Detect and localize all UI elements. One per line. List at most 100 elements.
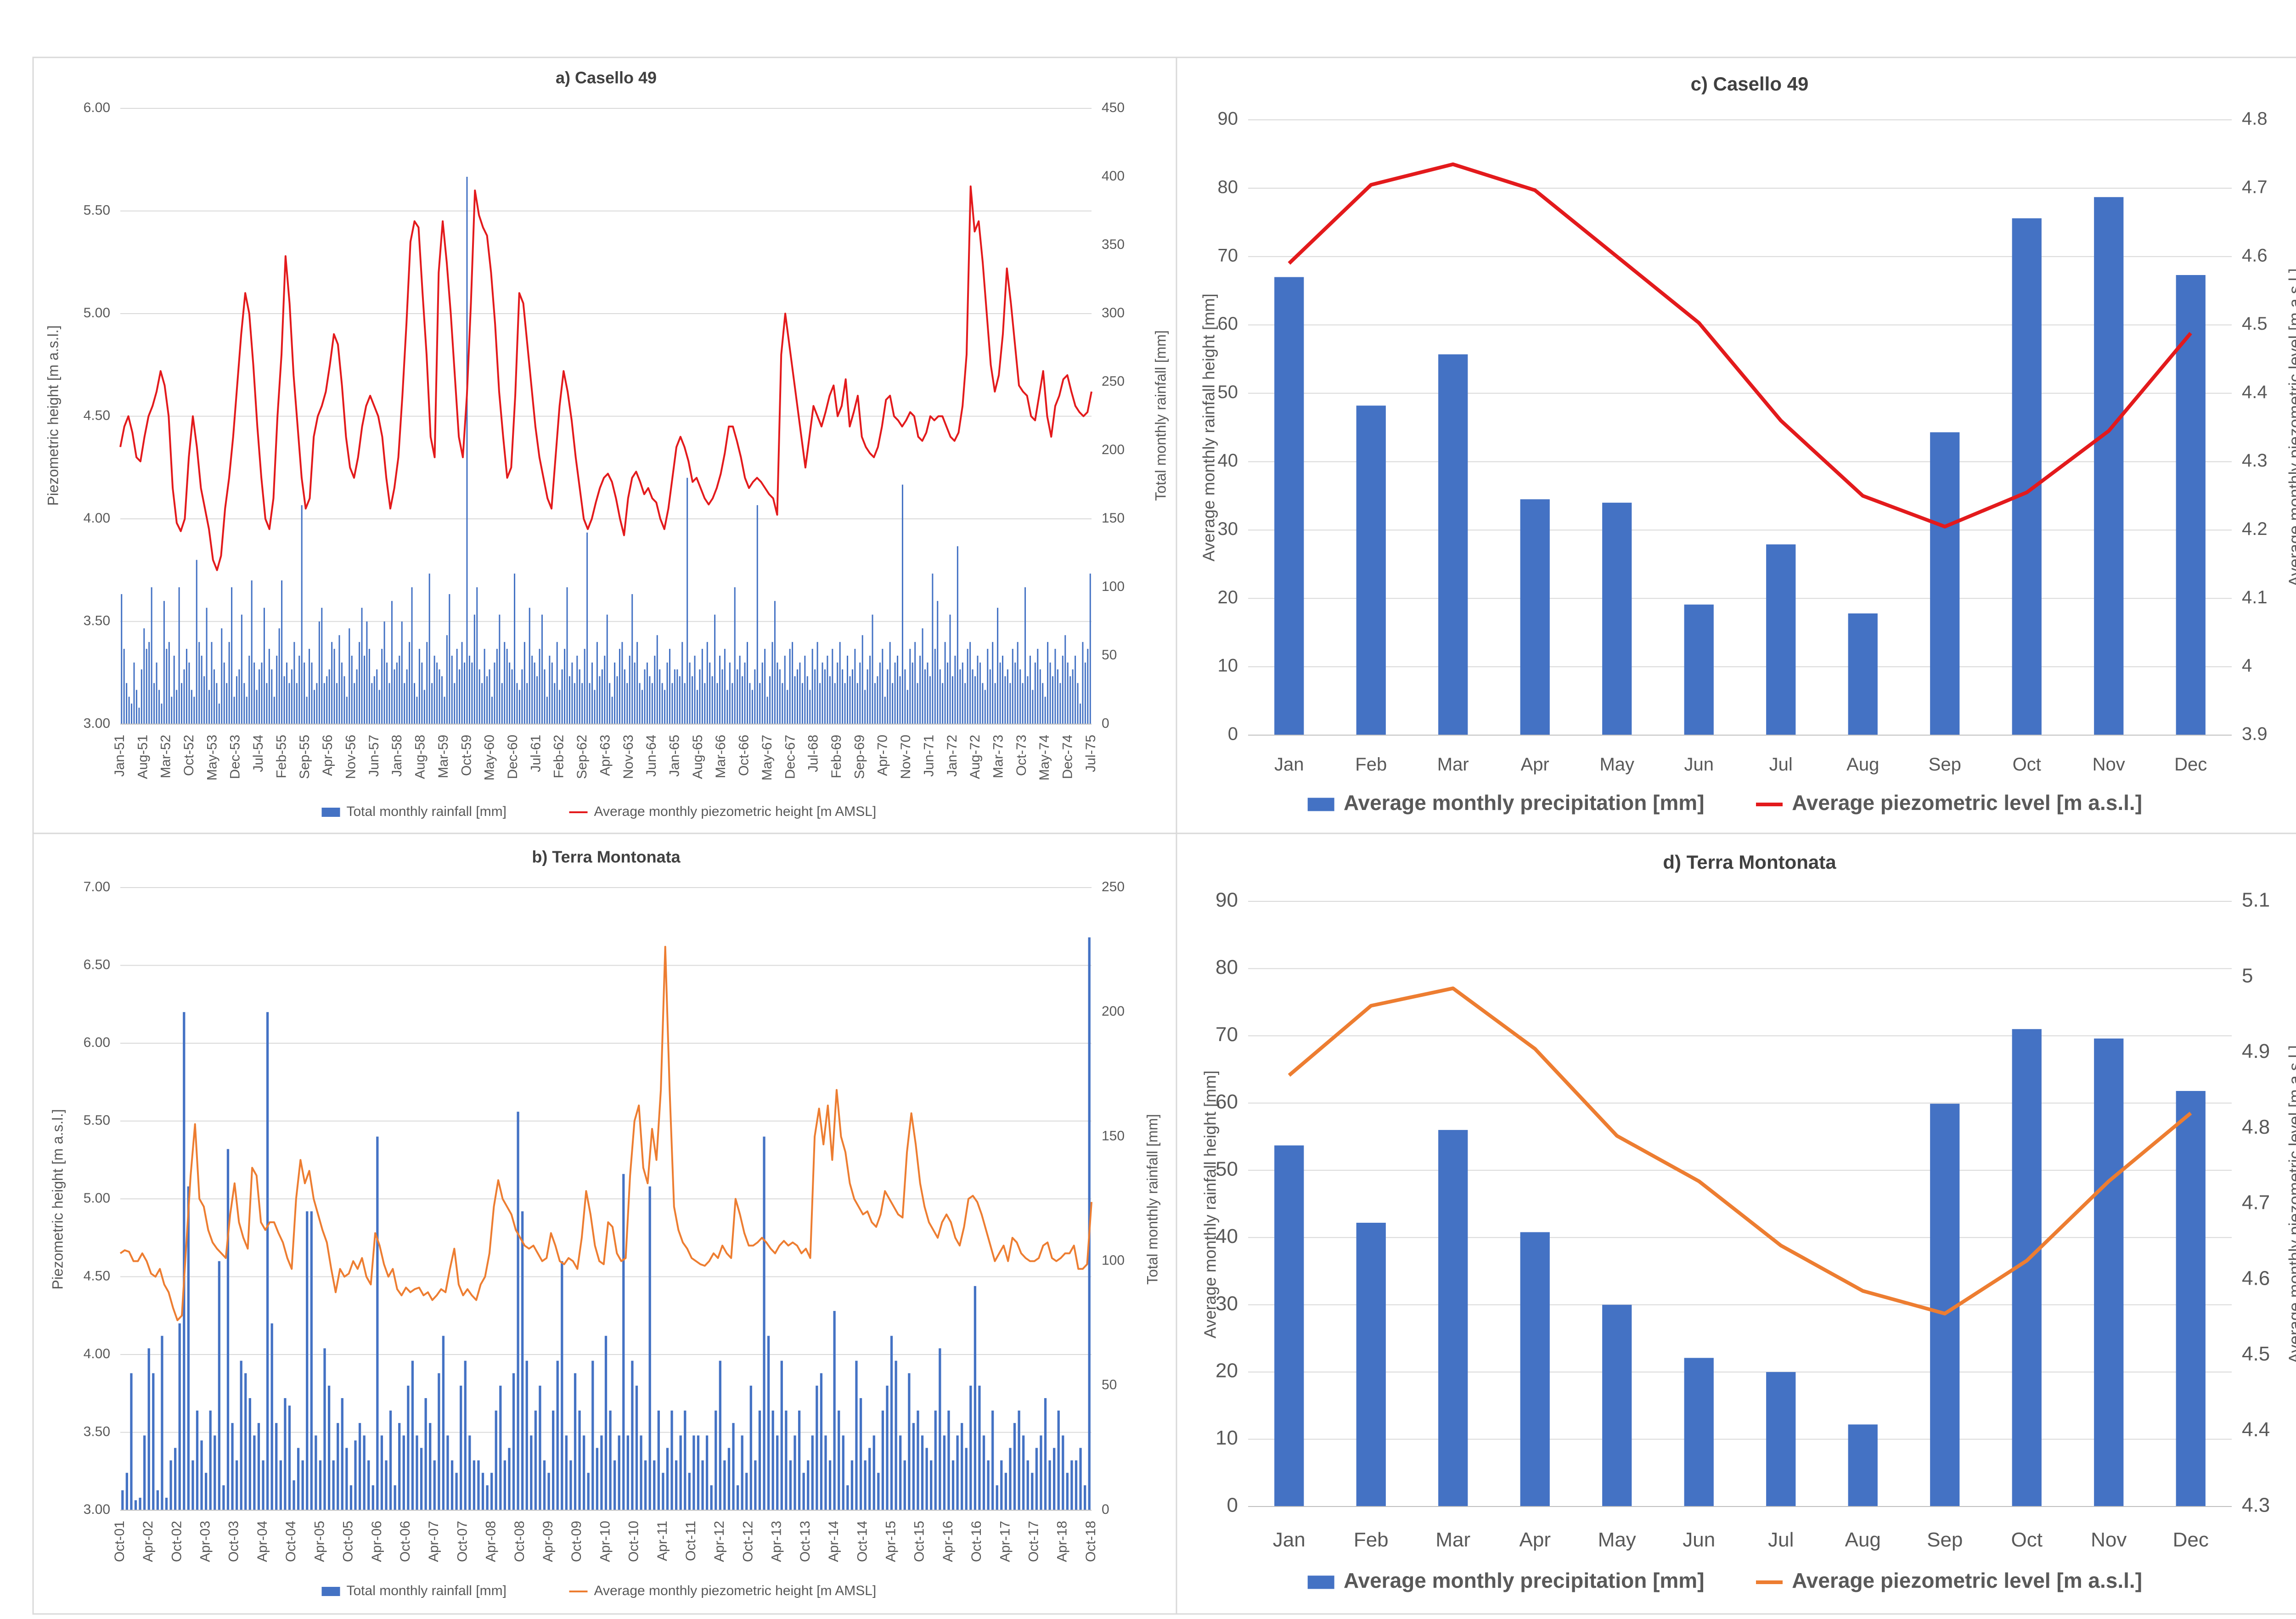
rainfall-bar bbox=[626, 1435, 629, 1510]
rainfall-bar bbox=[321, 607, 323, 724]
rainfall-bar bbox=[1066, 1473, 1069, 1510]
rainfall-bar bbox=[839, 642, 841, 724]
y-tick-label: 80 bbox=[1218, 177, 1238, 197]
rainfall-bar bbox=[521, 669, 523, 724]
rainfall-bar bbox=[726, 690, 728, 724]
y2-tick-label: 4.2 bbox=[2242, 519, 2268, 539]
rainfall-bar bbox=[934, 1411, 937, 1510]
rainfall-bar bbox=[927, 662, 929, 724]
rainfall-bar bbox=[293, 642, 295, 724]
rainfall-bar bbox=[1072, 669, 1074, 724]
rainfall-bar bbox=[867, 669, 868, 724]
y-tick-label: 50 bbox=[1216, 1158, 1238, 1180]
rainfall-bar bbox=[539, 649, 540, 724]
rainfall-bar bbox=[394, 1485, 396, 1510]
rainfall-bar bbox=[1034, 662, 1036, 724]
rainfall-bar bbox=[241, 614, 242, 724]
rainfall-bar bbox=[792, 642, 793, 724]
rainfall-bar bbox=[982, 683, 984, 724]
x-tick-label: Oct-01 bbox=[112, 1521, 127, 1562]
rainfall-bar bbox=[128, 697, 130, 724]
rainfall-bar bbox=[957, 546, 958, 724]
rainfall-bar bbox=[589, 683, 591, 724]
rainfall-bar bbox=[789, 1460, 792, 1510]
rainfall-bar bbox=[501, 683, 503, 724]
rainfall-bar bbox=[785, 1411, 788, 1510]
rainfall-bar bbox=[398, 1423, 401, 1510]
rainfall-bar bbox=[583, 1435, 585, 1510]
rainfall-bar bbox=[737, 669, 738, 724]
rainfall-bar bbox=[854, 649, 856, 724]
rainfall-bar bbox=[313, 690, 315, 724]
rainfall-bar bbox=[376, 669, 378, 724]
rainfall-bar bbox=[904, 669, 906, 724]
rainfall-bar bbox=[326, 676, 328, 724]
x-tick-label: Dec bbox=[2174, 754, 2207, 775]
rainfall-bar bbox=[611, 697, 613, 724]
rainfall-bar bbox=[723, 1460, 726, 1510]
rainfall-bar bbox=[222, 1485, 225, 1510]
rainfall-bar bbox=[460, 1385, 462, 1510]
x-tick-label: Jan bbox=[1273, 1529, 1306, 1551]
rainfall-bar bbox=[872, 614, 873, 724]
legend-line-label: Average piezometric level [m a.s.l.] bbox=[1792, 791, 2142, 815]
rainfall-bar bbox=[451, 656, 453, 724]
rainfall-bar bbox=[356, 669, 358, 724]
y-axis-label: Average monthly rainfall height [mm] bbox=[1199, 293, 1218, 562]
y-tick-label: 80 bbox=[1216, 956, 1238, 978]
x-tick-label: Oct-59 bbox=[459, 735, 474, 776]
rainfall-bar bbox=[248, 1398, 251, 1510]
rainfall-bar bbox=[999, 662, 1001, 724]
x-tick-label: Jul-75 bbox=[1083, 735, 1098, 772]
y-tick-label: 5.00 bbox=[84, 305, 110, 320]
rainfall-bar bbox=[266, 1012, 269, 1510]
y2-tick-label: 4.7 bbox=[2242, 1192, 2270, 1214]
rainfall-bar bbox=[402, 1435, 405, 1510]
rainfall-bar bbox=[566, 587, 568, 724]
rainfall-bar bbox=[438, 1373, 440, 1510]
x-tick-label: Jun bbox=[1684, 754, 1714, 775]
rainfall-bar bbox=[262, 1460, 264, 1510]
rainfall-bar bbox=[635, 1385, 638, 1510]
rainfall-bar bbox=[301, 505, 303, 724]
rainfall-bar bbox=[914, 642, 916, 724]
rainfall-bar bbox=[681, 642, 683, 724]
x-tick-label: Mar-73 bbox=[990, 735, 1006, 778]
rainfall-bar bbox=[828, 1460, 832, 1510]
rainfall-bar bbox=[411, 1360, 414, 1510]
rainfall-bar bbox=[1062, 1435, 1064, 1510]
rainfall-bar bbox=[161, 1336, 163, 1510]
rainfall-bar bbox=[651, 683, 653, 724]
rainfall-bar bbox=[276, 656, 278, 724]
rainfall-bar bbox=[789, 649, 791, 724]
y-axis-label: Piezometric height [m a.s.l.] bbox=[45, 325, 61, 506]
rainfall-bar bbox=[380, 1435, 383, 1510]
legend-bar-swatch bbox=[321, 808, 340, 817]
rainfall-bar bbox=[884, 697, 886, 724]
rainfall-bar bbox=[869, 656, 871, 724]
precip-bar bbox=[2176, 1091, 2206, 1507]
y-tick-label: 5.00 bbox=[84, 1191, 110, 1206]
rainfall-bar bbox=[671, 683, 673, 724]
rainfall-bar bbox=[158, 690, 160, 724]
rainfall-bar bbox=[193, 697, 195, 724]
rainfall-bar bbox=[601, 669, 603, 724]
rainfall-bar bbox=[977, 656, 979, 724]
rainfall-bar bbox=[406, 669, 408, 724]
rainfall-bar bbox=[131, 703, 133, 724]
rainfall-bar bbox=[912, 1423, 915, 1510]
x-tick-label: Apr-12 bbox=[712, 1521, 727, 1562]
x-tick-label: Jan bbox=[1274, 754, 1304, 775]
rainfall-bar bbox=[428, 573, 430, 724]
rainfall-bar bbox=[591, 662, 593, 724]
rainfall-bar bbox=[176, 690, 178, 724]
rainfall-bar bbox=[749, 683, 751, 724]
rainfall-bar bbox=[784, 656, 786, 724]
rainfall-bar bbox=[125, 1473, 128, 1510]
rainfall-bar bbox=[943, 1435, 946, 1510]
rainfall-bar bbox=[523, 642, 525, 724]
rainfall-bar bbox=[776, 1435, 779, 1510]
rainfall-bar bbox=[801, 683, 803, 724]
rainfall-bar bbox=[934, 649, 936, 724]
rainfall-bar bbox=[508, 1448, 511, 1510]
